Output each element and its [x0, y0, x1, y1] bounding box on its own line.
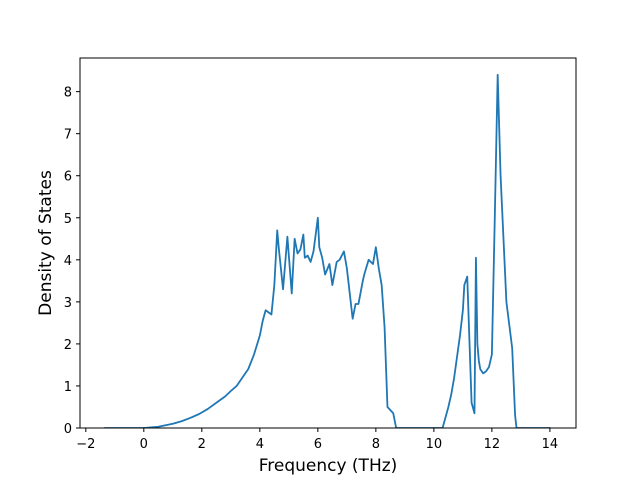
plot-area — [79, 57, 577, 429]
y-tick-label: 3 — [64, 296, 72, 311]
x-tick-label: 0 — [140, 437, 148, 452]
dos-series-line — [103, 73, 551, 428]
x-tick-label: 14 — [542, 437, 559, 452]
x-tick-label: −2 — [76, 437, 95, 452]
x-tick-label: 10 — [426, 437, 443, 452]
y-tick-label: 5 — [64, 212, 72, 227]
x-tick-label: 8 — [372, 437, 380, 452]
y-tick-label: 4 — [64, 254, 72, 269]
x-tick-label: 4 — [256, 437, 264, 452]
y-tick-label: 1 — [64, 380, 72, 395]
y-axis-label: Density of States — [36, 170, 56, 316]
y-tick-label: 7 — [64, 128, 72, 143]
y-tick-label: 6 — [64, 170, 72, 185]
x-tick-label: 2 — [198, 437, 206, 452]
x-axis-label: Frequency (THz) — [259, 456, 398, 476]
x-tick-label: 6 — [314, 437, 322, 452]
y-tick-label: 2 — [64, 338, 72, 353]
axes-frame — [79, 57, 577, 429]
y-tick-label: 8 — [64, 86, 72, 101]
y-tick-label: 0 — [64, 422, 72, 437]
x-tick-label: 12 — [484, 437, 501, 452]
